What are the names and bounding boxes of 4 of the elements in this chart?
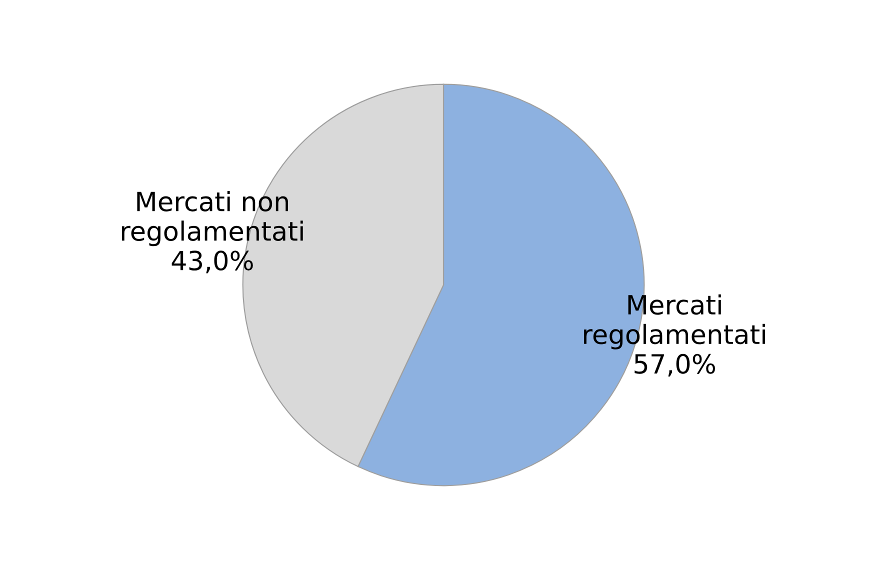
data-label: 43,0% — [172, 250, 253, 274]
data-label: 57,0% — [634, 354, 716, 377]
slice-label: Mercati non regolamentati — [122, 191, 303, 246]
slice-label: Mercati regolamentati — [584, 294, 765, 350]
